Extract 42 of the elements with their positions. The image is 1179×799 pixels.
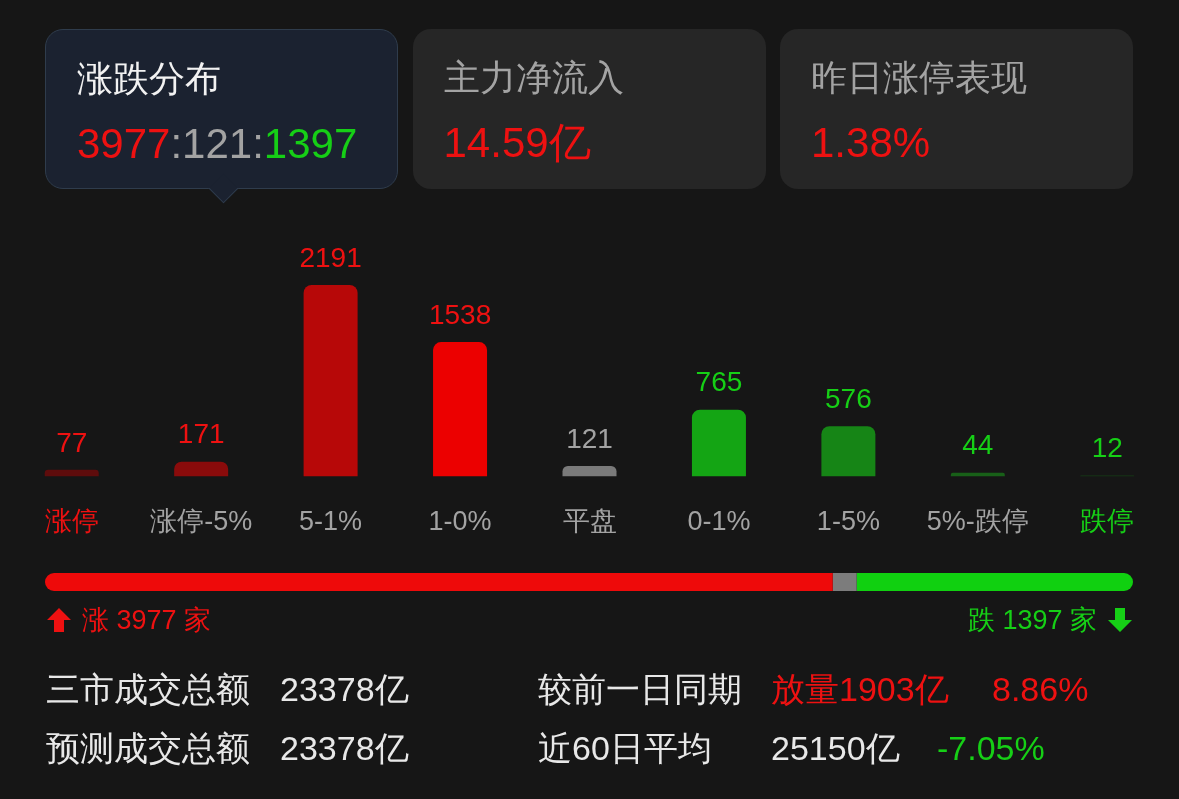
text: 昨日涨停表现 — [811, 57, 1027, 98]
data-label: 77 — [56, 426, 88, 458]
text: -7.05% — [937, 729, 1045, 767]
text: 3977:121:1397 — [77, 120, 358, 167]
x-tick-label: 平盘 — [562, 506, 617, 537]
text: 涨 3977 家 — [82, 604, 212, 636]
text: 涨跌分布 — [77, 58, 221, 99]
bar — [433, 342, 488, 477]
text: 23378亿 — [280, 729, 409, 767]
data-label: 44 — [962, 429, 994, 461]
text: 主力净流入 — [443, 57, 624, 98]
x-tick-label: 1-5% — [816, 506, 880, 537]
bar — [174, 461, 229, 477]
x-tick-label: 0-1% — [687, 506, 751, 537]
text: 23378亿 — [280, 670, 409, 708]
data-label: 576 — [825, 382, 872, 414]
x-tick-label: 1-0% — [428, 506, 492, 537]
data-label: 12 — [1091, 432, 1123, 464]
text: 14.59亿 — [443, 119, 591, 166]
text: 近60日平均 — [538, 729, 712, 767]
text: 跌 1397 家 — [967, 604, 1097, 636]
data-label: 171 — [177, 418, 225, 450]
bar — [691, 409, 746, 477]
bar — [821, 426, 876, 477]
text: 三市成交总额 — [46, 670, 250, 708]
text: 较前一日同期 — [538, 670, 742, 708]
text: 1.38% — [811, 119, 931, 166]
x-tick-label: 5-1% — [299, 506, 363, 537]
x-tick-label: 5%-跌停 — [926, 506, 1029, 537]
data-label: 2191 — [299, 241, 362, 273]
bar — [562, 466, 617, 477]
text: 8.86% — [992, 670, 1089, 708]
data-label: 1538 — [428, 298, 492, 330]
x-tick-label: 涨停-5% — [150, 506, 253, 537]
text: 放量1903亿 — [771, 670, 949, 708]
bar — [303, 285, 358, 477]
x-tick-label: 涨停 — [44, 506, 99, 537]
x-tick-label: 跌停 — [1080, 506, 1135, 537]
text: 25150亿 — [771, 729, 900, 767]
data-label: 121 — [566, 422, 613, 454]
text: 预测成交总额 — [46, 729, 250, 767]
data-label: 765 — [695, 366, 743, 398]
